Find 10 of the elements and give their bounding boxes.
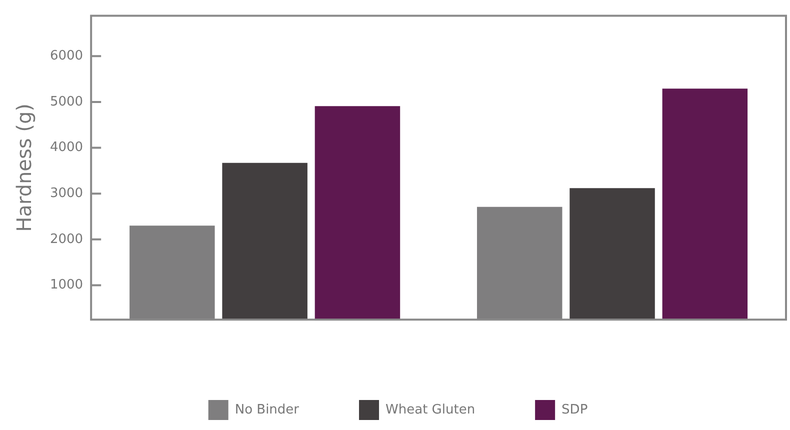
y-tick-label: 1000: [50, 278, 84, 293]
y-tick-label: 2000: [50, 232, 84, 247]
legend-label: Wheat Gluten: [386, 402, 476, 418]
y-tick-label: 4000: [50, 140, 84, 156]
y-axis-title: Hardness (g): [12, 104, 36, 232]
legend-label: No Binder: [234, 402, 300, 418]
legend-label: SDP: [562, 402, 588, 418]
y-tick-label: 5000: [50, 94, 84, 110]
y-tick-label: 3000: [50, 186, 84, 201]
y-tick-label: 6000: [50, 48, 84, 64]
